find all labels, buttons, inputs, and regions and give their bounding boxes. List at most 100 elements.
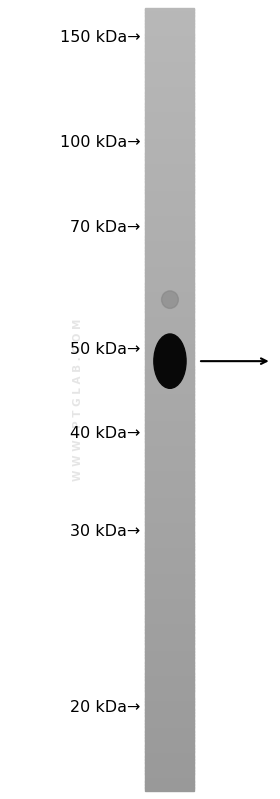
Bar <box>145 447 194 450</box>
Bar <box>145 626 194 628</box>
Bar <box>145 628 194 630</box>
Bar <box>145 720 194 722</box>
Bar <box>145 359 194 360</box>
Bar <box>145 637 194 639</box>
Bar <box>145 7 194 10</box>
Bar <box>145 354 194 356</box>
Bar <box>145 566 194 569</box>
Bar <box>145 31 194 33</box>
Bar <box>145 172 194 174</box>
Bar <box>145 612 194 614</box>
Bar <box>145 363 194 365</box>
Bar <box>145 432 194 434</box>
Bar <box>145 604 194 606</box>
Bar <box>145 656 194 658</box>
Bar <box>145 421 194 423</box>
Bar <box>145 659 194 661</box>
Bar <box>145 237 194 238</box>
Bar <box>145 268 194 269</box>
Bar <box>145 276 194 277</box>
Bar <box>145 98 194 101</box>
Bar <box>145 9 194 11</box>
Bar <box>145 617 194 618</box>
Bar <box>145 444 194 447</box>
Bar <box>145 304 194 305</box>
Bar <box>145 467 194 468</box>
Bar <box>145 325 194 328</box>
Bar <box>145 539 194 540</box>
Bar <box>145 163 194 165</box>
Bar <box>145 340 194 341</box>
Bar <box>145 739 194 741</box>
Bar <box>145 113 194 114</box>
Bar <box>145 10 194 13</box>
Bar <box>145 682 194 685</box>
Bar <box>145 731 194 733</box>
Bar <box>145 471 194 473</box>
Bar <box>145 80 194 81</box>
Bar <box>145 596 194 598</box>
Bar <box>145 46 194 47</box>
Bar <box>145 371 194 373</box>
Bar <box>145 87 194 89</box>
Bar <box>145 576 194 578</box>
Bar <box>145 202 194 204</box>
Bar <box>145 22 194 24</box>
Bar <box>145 553 194 555</box>
Bar <box>145 178 194 181</box>
Bar <box>145 427 194 429</box>
Bar <box>145 690 194 693</box>
Bar <box>145 643 194 646</box>
Bar <box>145 540 194 542</box>
Bar <box>145 426 194 427</box>
Bar <box>145 144 194 145</box>
Text: 50 kDa→: 50 kDa→ <box>70 342 141 356</box>
Bar <box>145 136 194 138</box>
Bar <box>145 408 194 411</box>
Bar <box>145 476 194 478</box>
Bar <box>145 550 194 551</box>
Bar <box>145 142 194 145</box>
Bar <box>145 28 194 30</box>
Bar <box>145 511 194 512</box>
Bar <box>145 410 194 412</box>
Bar <box>145 487 194 489</box>
Bar <box>145 642 194 644</box>
Bar <box>145 711 194 713</box>
Bar <box>145 584 194 586</box>
Bar <box>145 379 194 380</box>
Bar <box>145 742 194 744</box>
Bar <box>145 747 194 749</box>
Bar <box>145 669 194 670</box>
Bar <box>145 749 194 750</box>
Bar <box>145 232 194 233</box>
Bar <box>145 260 194 262</box>
Bar <box>145 753 194 755</box>
Bar <box>145 328 194 331</box>
Bar <box>145 348 194 349</box>
Bar <box>145 183 194 185</box>
Bar <box>145 30 194 31</box>
Bar <box>145 185 194 186</box>
Bar <box>145 85 194 86</box>
Bar <box>145 485 194 487</box>
Bar <box>145 654 194 656</box>
Bar <box>145 757 194 760</box>
Bar <box>145 437 194 439</box>
Bar <box>145 579 194 581</box>
Bar <box>145 338 194 340</box>
Bar <box>145 289 194 292</box>
Bar <box>145 385 194 387</box>
Bar <box>145 582 194 584</box>
Bar <box>145 506 194 507</box>
Bar <box>145 423 194 424</box>
Bar <box>145 431 194 432</box>
Bar <box>145 361 194 364</box>
Bar <box>145 599 194 602</box>
Bar <box>145 443 194 445</box>
Bar <box>145 117 194 119</box>
Bar <box>145 243 194 244</box>
Bar <box>145 95 194 97</box>
Bar <box>145 302 194 304</box>
Bar <box>145 694 194 695</box>
